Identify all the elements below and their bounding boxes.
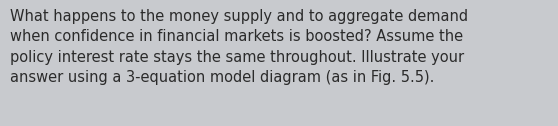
Text: What happens to the money supply and to aggregate demand
when confidence in fina: What happens to the money supply and to …: [10, 9, 468, 85]
